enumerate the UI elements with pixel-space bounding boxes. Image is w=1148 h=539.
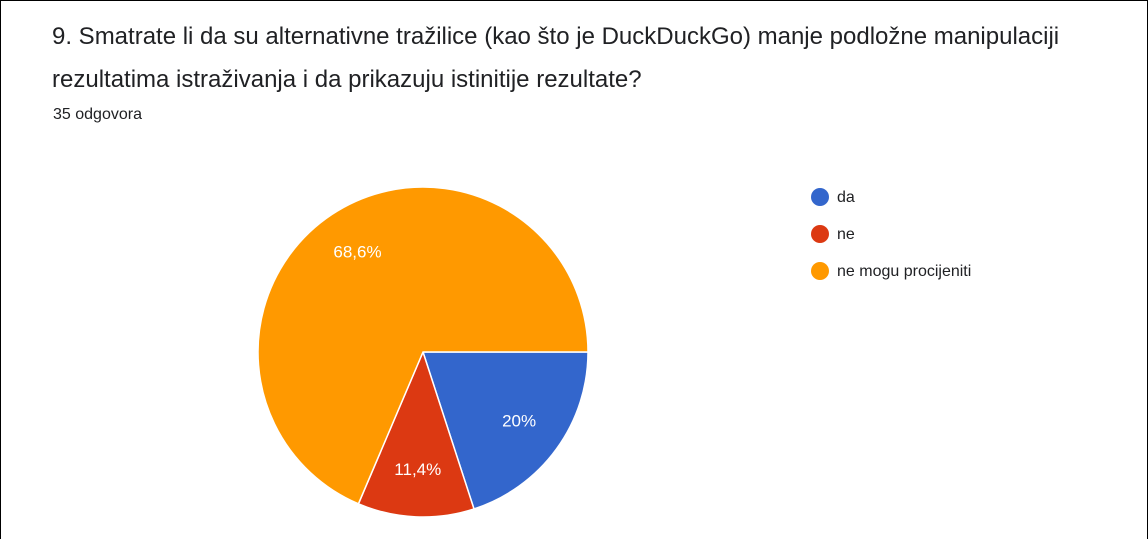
legend-marker <box>811 225 829 243</box>
legend-label: ne <box>837 226 855 243</box>
slice-label: 20% <box>502 411 536 430</box>
pie-slice <box>257 186 589 505</box>
chart-title: 9. Smatrate li da su alternativne tražil… <box>52 23 1060 93</box>
legend-marker <box>811 188 829 206</box>
legend-label: da <box>837 189 855 206</box>
slice-label: 68,6% <box>333 242 381 261</box>
slice-label: 11,4% <box>394 460 441 479</box>
legend-marker <box>811 262 829 280</box>
pie-slice <box>357 349 475 518</box>
pie-slice <box>421 351 589 510</box>
chart-subtitle: 35 odgovora <box>53 106 142 123</box>
legend-label: ne mogu procijeniti <box>837 263 971 280</box>
